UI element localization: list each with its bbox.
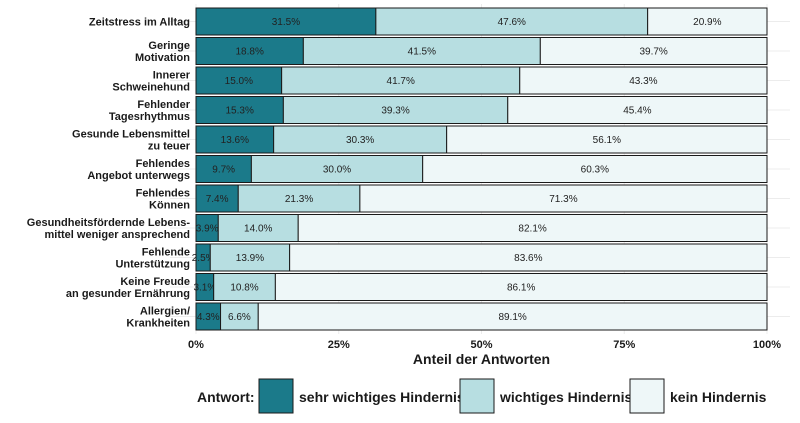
data-label: 39.7% — [639, 47, 667, 58]
x-tick-label: 50% — [470, 339, 492, 351]
bar-segment — [375, 7, 649, 36]
bar-segment — [274, 273, 768, 301]
bar-segment — [422, 155, 768, 183]
data-label: 14.0% — [244, 224, 272, 235]
category-label: Fehlende Unterstützung — [115, 247, 190, 271]
data-label: 71.3% — [549, 194, 577, 205]
category-label: Gesundheitsfördernde Lebens-mittel wenig… — [27, 217, 191, 241]
bar-segment — [213, 273, 276, 301]
legend-key — [258, 378, 294, 414]
data-label: 30.0% — [323, 165, 351, 176]
bar-segment — [507, 96, 768, 124]
data-label: 47.6% — [498, 17, 526, 28]
x-tick-label: 0% — [188, 339, 204, 351]
bar-segment — [195, 125, 275, 154]
bar-segment — [281, 66, 521, 95]
bar-segment — [446, 125, 768, 154]
category-label: Geringe Motivation — [135, 40, 190, 64]
category-labels: Zeitstress im Alltag Geringe Motivation Inn… — [27, 17, 191, 330]
bar-segment — [195, 96, 284, 124]
legend-label: kein Hindernis — [670, 389, 767, 405]
legend: Antwort: sehr wichtiges Hindernis wichtig… — [197, 378, 767, 414]
data-label: 13.6% — [221, 135, 249, 146]
data-label: 9.7% — [212, 165, 235, 176]
legend-key — [459, 378, 495, 414]
data-label: 56.1% — [593, 135, 621, 146]
data-label: 15.3% — [226, 106, 254, 117]
category-label: Allergien/Krankheiten — [126, 306, 190, 330]
bar-segment — [273, 125, 448, 154]
data-label: 39.3% — [381, 106, 409, 117]
bar-segment — [297, 214, 768, 242]
bar-segment — [647, 7, 768, 36]
bar-segment — [302, 37, 541, 65]
data-label: 10.8% — [230, 283, 258, 294]
data-label: 60.3% — [581, 165, 609, 176]
bar-segment — [195, 7, 377, 36]
data-label: 30.3% — [346, 135, 374, 146]
data-label: 89.1% — [498, 312, 526, 323]
data-label: 41.7% — [387, 76, 415, 87]
bar-segment — [257, 302, 768, 331]
bar-segment — [237, 184, 361, 213]
data-label: 21.3% — [285, 194, 313, 205]
data-label: 20.9% — [693, 17, 721, 28]
category-label: Keine Freude an gesunder Ernährung — [66, 276, 190, 300]
data-label: 86.1% — [507, 283, 535, 294]
data-label: 3.9% — [196, 224, 219, 235]
data-label: 7.4% — [206, 194, 229, 205]
data-label: 3.1% — [193, 283, 216, 294]
bar-segment — [195, 184, 239, 213]
bar-segment — [519, 66, 768, 95]
bar-segment — [282, 96, 509, 124]
bar-segment — [359, 184, 768, 213]
data-label: 15.0% — [225, 76, 253, 87]
bar-segment — [195, 302, 222, 331]
data-label: 82.1% — [518, 224, 546, 235]
legend-title: Antwort: — [197, 389, 255, 405]
data-label: 13.9% — [236, 253, 264, 264]
x-axis-ticks: 0% 25% 50% 75% 100% — [188, 339, 781, 351]
category-label: Zeitstress im Alltag — [89, 17, 190, 29]
data-label: 6.6% — [228, 312, 251, 323]
x-axis-title: Anteil der Antworten — [413, 351, 550, 367]
data-label: 18.8% — [235, 47, 263, 58]
data-label: 2.5% — [192, 253, 215, 264]
category-label: Fehlender Tagesrhythmus — [109, 99, 191, 123]
data-label: 45.4% — [623, 106, 651, 117]
category-label: Innerer Schweinehund — [112, 70, 190, 94]
category-label: Gesunde Lebensmittel zu teuer — [72, 129, 191, 153]
legend-label: wichtiges Hindernis — [499, 389, 632, 405]
legend-key — [629, 378, 665, 414]
category-label: Fehlendes Angebot unterwegs — [87, 158, 190, 182]
bar-segment — [220, 302, 259, 331]
bar-segment — [539, 37, 768, 65]
bar-segment — [195, 66, 283, 95]
data-label: 41.5% — [408, 47, 436, 58]
bar-segment — [289, 243, 768, 272]
data-label: 4.3% — [197, 312, 220, 323]
x-tick-label: 100% — [753, 339, 781, 351]
x-tick-label: 75% — [613, 339, 635, 351]
bar-segment — [195, 155, 252, 183]
data-label: 83.6% — [514, 253, 542, 264]
data-label: 43.3% — [629, 76, 657, 87]
bars-layer: 31.5% 47.6% 20.9% 18.8% 41.5% 39.7% 15.0% 41.7%… — [192, 7, 768, 331]
bar-segment — [209, 243, 291, 272]
category-label: Fehlendes Können — [136, 188, 191, 212]
x-tick-label: 25% — [328, 339, 350, 351]
legend-label: sehr wichtiges Hindernis — [299, 389, 465, 405]
data-label: 31.5% — [272, 17, 300, 28]
